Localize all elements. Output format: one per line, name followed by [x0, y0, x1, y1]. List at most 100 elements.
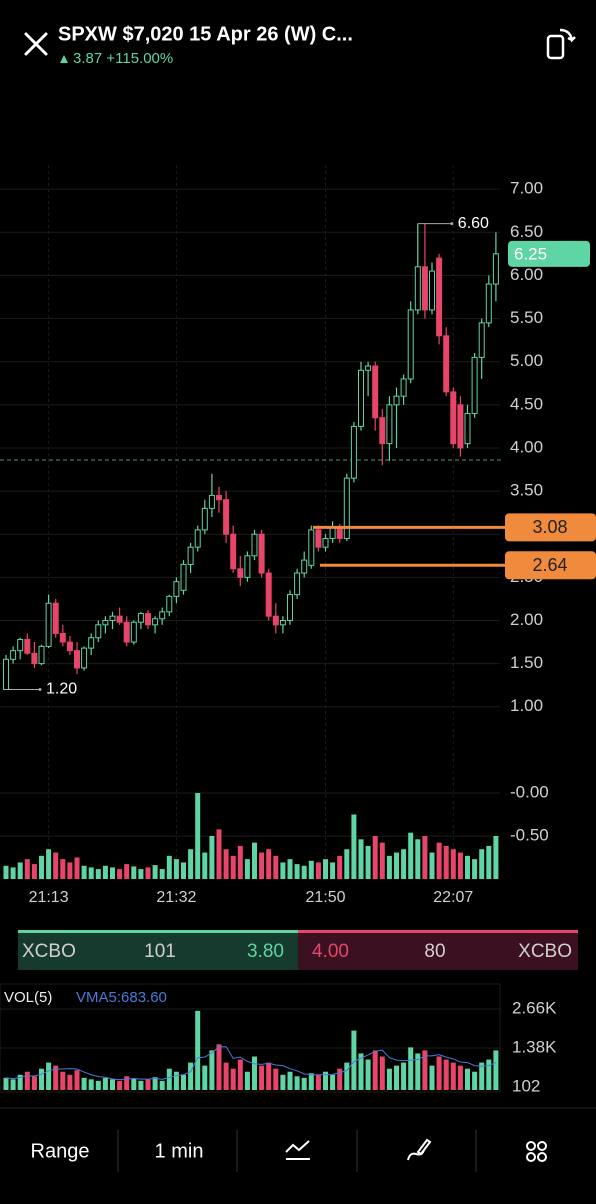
x-tick-label: 21:50 [305, 889, 345, 906]
indicator-button[interactable] [285, 1140, 310, 1160]
candle-body [88, 637, 95, 649]
price-line-label: 3.08 [532, 517, 567, 537]
candle-body [343, 477, 350, 540]
candle-body [216, 494, 222, 501]
volume-bar [173, 1071, 179, 1090]
candle-body [230, 533, 237, 570]
candle-body [443, 335, 450, 393]
up-icon [60, 55, 68, 63]
volume-bar [436, 1056, 442, 1090]
candle-body [152, 618, 159, 626]
ask-exchange: XCBO [518, 941, 572, 962]
volume-bar [394, 1065, 399, 1090]
candle-body [386, 404, 393, 445]
y-tick-label: -0.00 [510, 783, 549, 802]
volume-bar [209, 1050, 215, 1090]
volume-overlay-bar [486, 845, 492, 879]
volume-overlay-bar [230, 855, 236, 879]
volume-overlay-bar [138, 869, 144, 879]
candle-body [244, 555, 251, 578]
y-tick-label: 3.50 [510, 481, 543, 500]
volume-bar [53, 1065, 59, 1090]
candle-body [414, 266, 421, 311]
candle-body [407, 309, 414, 380]
candle-body [116, 615, 123, 623]
volume-bar [486, 1059, 492, 1090]
candle-body [201, 507, 208, 531]
range-button[interactable]: Range [31, 1140, 90, 1162]
volume-overlay-bar [386, 855, 392, 879]
volume-bar [415, 1053, 421, 1090]
volume-overlay-bar [358, 839, 364, 879]
annotation-dot [38, 688, 42, 692]
draw-button[interactable] [407, 1138, 432, 1161]
candle-body [258, 533, 265, 574]
volume-bar [422, 1050, 428, 1090]
volume-bar [429, 1065, 435, 1090]
change: 3.87 +115.00% [73, 50, 173, 67]
volume-bar [74, 1070, 80, 1090]
candle-body [329, 526, 336, 540]
volume-bar [315, 1074, 321, 1090]
candle-body [287, 594, 293, 621]
volume-overlay-bar [493, 835, 499, 879]
volume-overlay-bar [401, 849, 407, 879]
volume-bar [17, 1074, 23, 1090]
volume-overlay-bar [46, 849, 52, 879]
volume-bar [450, 1062, 456, 1090]
volume-bar [308, 1073, 314, 1090]
volume-overlay-bar [379, 842, 385, 879]
candle-body [17, 638, 24, 652]
volume-bar [443, 1059, 449, 1090]
volume-bar [472, 1071, 478, 1090]
volume-bar [266, 1062, 272, 1090]
candle-body [223, 499, 230, 535]
annotation-dot [450, 222, 454, 226]
volume-bar [102, 1077, 108, 1090]
volume-bar [386, 1068, 392, 1090]
volume-overlay-bar [173, 859, 179, 879]
candle-body [379, 417, 386, 445]
volume-bar [10, 1079, 16, 1090]
candle-body [265, 572, 272, 617]
volume-overlay-bar [102, 865, 108, 879]
candle-body [194, 529, 201, 548]
candle-body [38, 645, 45, 665]
grid-button[interactable] [526, 1141, 547, 1162]
volume-bar [457, 1065, 463, 1090]
candle-body [145, 613, 151, 626]
candle-body [436, 257, 443, 337]
close-button[interactable] [24, 32, 48, 56]
interval-button[interactable]: 1 min [155, 1140, 204, 1162]
candle-body [429, 270, 435, 311]
candle-body [24, 638, 31, 654]
volume-bar [259, 1065, 265, 1090]
last-price-tag [508, 240, 590, 267]
rotate-button[interactable] [546, 28, 576, 60]
candle-body [66, 641, 73, 652]
candle-body [400, 378, 407, 397]
volume-bar [465, 1068, 470, 1090]
volume-overlay-bar [323, 859, 328, 879]
volume-overlay-bar [17, 862, 23, 879]
candle-body [251, 533, 258, 557]
annotation-label: 1.20 [46, 681, 77, 698]
candle-body [301, 559, 308, 574]
candle-body [492, 253, 499, 285]
candle-body [471, 356, 478, 414]
volume-overlay-bar [301, 865, 307, 879]
volume-bar [195, 1010, 201, 1090]
candle-body [45, 602, 52, 647]
volume-overlay-bar [259, 852, 265, 879]
volume-overlay-bar [287, 859, 293, 879]
x-tick-label: 22:07 [433, 889, 473, 906]
candle-body [372, 365, 379, 419]
volume-overlay-bar [117, 869, 123, 879]
bid-box [18, 930, 298, 970]
vma-line [5, 1046, 497, 1081]
last-price-label: 6.25 [514, 244, 547, 263]
